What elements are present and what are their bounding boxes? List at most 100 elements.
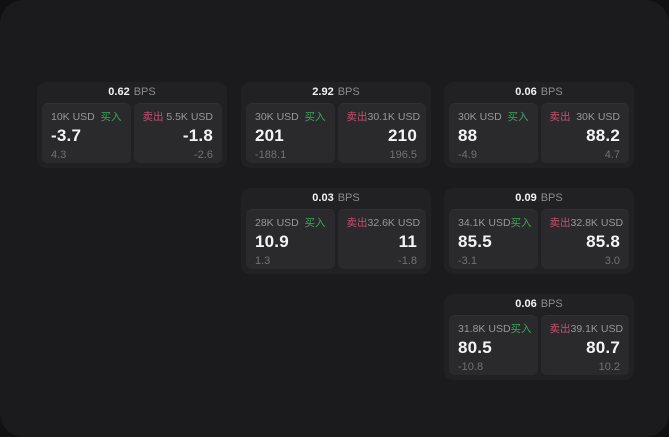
buy-panel-top: 34.1K USD 买入: [458, 217, 532, 229]
buy-side-label: 买入: [510, 323, 532, 335]
card-header: 0.03 BPS: [241, 188, 431, 209]
sell-amount: 39.1K USD: [570, 323, 624, 335]
bps-unit-label: BPS: [540, 298, 563, 310]
sell-price: 80.7: [586, 338, 620, 357]
buy-amount: 30K USD: [458, 111, 502, 123]
card-header: 0.09 BPS: [444, 188, 634, 209]
quote-card: 0.09 BPS 34.1K USD 买入 85.5 -3.1 卖出 32.8K…: [444, 188, 634, 274]
sell-delta: 10.2: [598, 361, 620, 373]
buy-amount: 10K USD: [51, 111, 95, 123]
buy-panel[interactable]: 30K USD 买入 201 -188.1: [246, 103, 335, 163]
sell-panel[interactable]: 卖出 32.8K USD 85.8 3.0: [540, 209, 629, 269]
bps-value: 0.09: [515, 192, 537, 204]
buy-panel[interactable]: 28K USD 买入 10.9 1.3: [246, 209, 335, 269]
bps-unit-label: BPS: [540, 86, 563, 98]
bps-value: 0.06: [515, 86, 537, 98]
sell-side-label: 卖出: [549, 323, 571, 335]
sell-price: -1.8: [182, 126, 213, 145]
bps-value: 0.62: [108, 86, 130, 98]
bps-value: 0.03: [312, 192, 334, 204]
buy-delta: -10.8: [458, 361, 484, 373]
quote-card: 2.92 BPS 30K USD 买入 201 -188.1 卖出 30.1K …: [241, 82, 431, 168]
buy-amount: 28K USD: [255, 217, 299, 229]
quote-panels: 30K USD 买入 88 -4.9 卖出 30K USD 88.2 4.7: [444, 103, 634, 163]
buy-panel[interactable]: 30K USD 买入 88 -4.9: [449, 103, 538, 163]
quote-panels: 34.1K USD 买入 85.5 -3.1 卖出 32.8K USD 85.8…: [444, 209, 634, 269]
buy-panel-top: 31.8K USD 买入: [458, 323, 532, 335]
buy-panel-top: 30K USD 买入: [255, 111, 326, 123]
buy-amount: 30K USD: [255, 111, 299, 123]
buy-side-label: 买入: [100, 111, 122, 123]
quote-card: 0.62 BPS 10K USD 买入 -3.7 4.3 卖出 5.5K USD…: [37, 82, 227, 168]
buy-price: 80.5: [458, 338, 492, 357]
sell-panel[interactable]: 卖出 30.1K USD 210 196.5: [337, 103, 426, 163]
sell-price: 85.8: [586, 232, 620, 251]
bps-value: 2.92: [312, 86, 334, 98]
sell-side-label: 卖出: [549, 111, 571, 123]
buy-side-label: 买入: [304, 217, 326, 229]
sell-amount: 30K USD: [576, 111, 620, 123]
sell-panel-top: 卖出 32.8K USD: [549, 217, 624, 229]
sell-panel[interactable]: 卖出 32.6K USD 11 -1.8: [337, 209, 426, 269]
card-header: 0.06 BPS: [444, 294, 634, 315]
sell-side-label: 卖出: [142, 111, 164, 123]
buy-delta: -3.1: [458, 255, 477, 267]
sell-panel[interactable]: 卖出 5.5K USD -1.8 -2.6: [133, 103, 222, 163]
buy-amount: 34.1K USD: [458, 217, 511, 229]
buy-amount: 31.8K USD: [458, 323, 511, 335]
sell-price: 210: [388, 126, 417, 145]
buy-price: 88: [458, 126, 478, 145]
sell-side-label: 卖出: [549, 217, 571, 229]
sell-delta: -2.6: [194, 149, 213, 161]
sell-delta: 196.5: [389, 149, 417, 161]
buy-delta: 1.3: [255, 255, 271, 267]
sell-amount: 32.8K USD: [570, 217, 624, 229]
sell-amount: 32.6K USD: [367, 217, 421, 229]
sell-price: 11: [398, 232, 417, 251]
sell-panel[interactable]: 卖出 30K USD 88.2 4.7: [540, 103, 629, 163]
bps-unit-label: BPS: [337, 86, 360, 98]
buy-panel[interactable]: 10K USD 买入 -3.7 4.3: [42, 103, 131, 163]
buy-panel-top: 30K USD 买入: [458, 111, 529, 123]
bps-unit-label: BPS: [133, 86, 156, 98]
quote-panels: 30K USD 买入 201 -188.1 卖出 30.1K USD 210 1…: [241, 103, 431, 163]
buy-price: 201: [255, 126, 284, 145]
buy-side-label: 买入: [507, 111, 529, 123]
card-header: 0.62 BPS: [37, 82, 227, 103]
sell-price: 88.2: [586, 126, 620, 145]
quote-panels: 28K USD 买入 10.9 1.3 卖出 32.6K USD 11 -1.8: [241, 209, 431, 269]
sell-amount: 5.5K USD: [166, 111, 213, 123]
sell-panel[interactable]: 卖出 39.1K USD 80.7 10.2: [540, 315, 629, 375]
buy-side-label: 买入: [510, 217, 532, 229]
quote-card: 0.03 BPS 28K USD 买入 10.9 1.3 卖出 32.6K US…: [241, 188, 431, 274]
card-header: 0.06 BPS: [444, 82, 634, 103]
buy-panel[interactable]: 31.8K USD 买入 80.5 -10.8: [449, 315, 538, 375]
quote-panels: 10K USD 买入 -3.7 4.3 卖出 5.5K USD -1.8 -2.…: [37, 103, 227, 163]
bps-unit-label: BPS: [337, 192, 360, 204]
sell-panel-top: 卖出 30K USD: [550, 111, 621, 123]
buy-price: 10.9: [255, 232, 289, 251]
sell-panel-top: 卖出 39.1K USD: [549, 323, 624, 335]
buy-panel-top: 28K USD 买入: [255, 217, 326, 229]
bps-unit-label: BPS: [540, 192, 563, 204]
sell-amount: 30.1K USD: [367, 111, 421, 123]
buy-panel-top: 10K USD 买入: [51, 111, 122, 123]
sell-delta: 3.0: [604, 255, 620, 267]
quote-card: 0.06 BPS 30K USD 买入 88 -4.9 卖出 30K USD 8…: [444, 82, 634, 168]
buy-delta: -4.9: [458, 149, 477, 161]
sell-delta: -1.8: [398, 255, 417, 267]
buy-panel[interactable]: 34.1K USD 买入 85.5 -3.1: [449, 209, 538, 269]
buy-price: -3.7: [51, 126, 82, 145]
sell-panel-top: 卖出 32.6K USD: [346, 217, 421, 229]
sell-delta: 4.7: [604, 149, 620, 161]
bps-value: 0.06: [515, 298, 537, 310]
sell-panel-top: 卖出 5.5K USD: [143, 111, 214, 123]
quote-panels: 31.8K USD 买入 80.5 -10.8 卖出 39.1K USD 80.…: [444, 315, 634, 375]
buy-price: 85.5: [458, 232, 492, 251]
buy-side-label: 买入: [304, 111, 326, 123]
quote-card: 0.06 BPS 31.8K USD 买入 80.5 -10.8 卖出 39.1…: [444, 294, 634, 380]
sell-side-label: 卖出: [346, 217, 368, 229]
card-header: 2.92 BPS: [241, 82, 431, 103]
buy-delta: 4.3: [51, 149, 67, 161]
